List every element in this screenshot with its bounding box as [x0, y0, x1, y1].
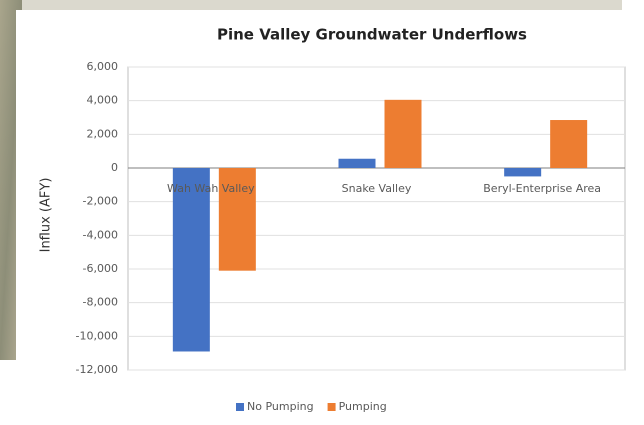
y-tick-label: 6,000: [87, 60, 119, 73]
bar: [550, 120, 588, 168]
bar: [218, 168, 256, 271]
bar: [384, 99, 422, 168]
legend-swatch: [236, 403, 244, 411]
y-tick-label: -10,000: [76, 329, 118, 342]
y-tick-label: -12,000: [76, 363, 118, 376]
y-tick-label: -2,000: [83, 195, 118, 208]
bar: [338, 158, 376, 168]
bar: [172, 168, 210, 352]
y-tick-label: -4,000: [83, 228, 118, 241]
legend-label: Pumping: [339, 400, 387, 413]
y-tick-label: -6,000: [83, 262, 118, 275]
y-tick-label: 4,000: [87, 94, 119, 107]
y-tick-label: -8,000: [83, 296, 118, 309]
bar: [504, 168, 542, 177]
legend-swatch: [327, 403, 336, 411]
y-tick-label: 2,000: [87, 127, 119, 140]
x-tick-label: Wah Wah Valley: [167, 182, 255, 195]
chart-title: Pine Valley Groundwater Underflows: [217, 26, 527, 44]
y-axis-label: Influx (AFY): [39, 178, 54, 253]
x-tick-label: Snake Valley: [342, 182, 412, 195]
y-tick-label: 0: [111, 161, 118, 174]
chart-area: [16, 10, 640, 425]
x-tick-label: Beryl-Enterprise Area: [483, 182, 601, 195]
legend-label: No Pumping: [247, 400, 314, 413]
